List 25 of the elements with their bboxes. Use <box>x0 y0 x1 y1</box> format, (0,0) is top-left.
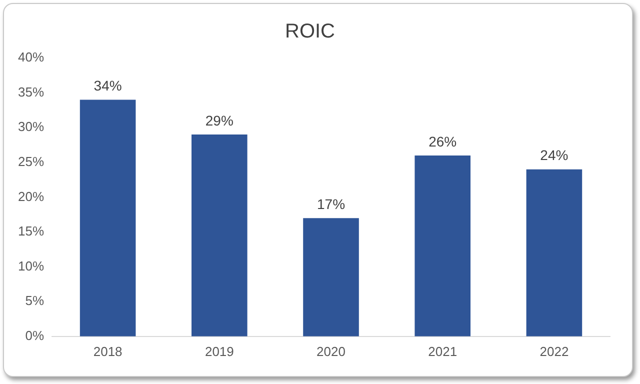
chart-title: ROIC <box>285 20 335 43</box>
y-tick-label: 5% <box>25 293 44 308</box>
data-label: 17% <box>316 196 346 212</box>
data-label: 29% <box>205 112 234 128</box>
y-tick-label: 35% <box>18 84 44 100</box>
y-tick-label: 25% <box>18 154 44 169</box>
y-tick-label: 20% <box>18 188 44 204</box>
bar <box>414 155 471 336</box>
y-tick-label: 10% <box>18 258 44 274</box>
y-tick-label: 30% <box>18 119 44 134</box>
y-tick-label: 40% <box>18 50 44 65</box>
x-tick-label: 2018 <box>93 344 122 359</box>
bar <box>526 169 582 336</box>
x-tick-label: 2021 <box>428 344 458 359</box>
x-tick-label: 2019 <box>204 344 234 359</box>
data-label: 34% <box>94 78 122 94</box>
data-label: 24% <box>540 147 568 164</box>
data-label: 26% <box>428 133 457 150</box>
x-tick-label: 2022 <box>540 344 569 359</box>
x-tick-label: 2020 <box>316 344 346 359</box>
bar <box>303 218 359 336</box>
y-tick-label: 15% <box>18 224 44 239</box>
bar <box>192 134 248 336</box>
y-tick-label: 0% <box>25 328 44 343</box>
bar <box>80 100 136 336</box>
